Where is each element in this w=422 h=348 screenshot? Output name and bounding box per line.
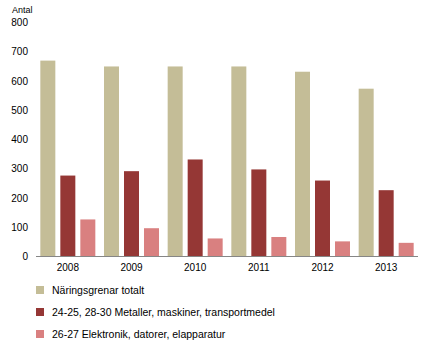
legend-swatch [36, 330, 44, 338]
bar [144, 228, 159, 256]
y-tick-label: 100 [11, 222, 28, 233]
bar [379, 190, 394, 256]
x-tick-label: 2013 [375, 262, 398, 273]
bars [40, 61, 413, 256]
bar [295, 72, 310, 256]
legend-label: Näringsgrenar totalt [52, 284, 144, 296]
y-tick-label: 700 [11, 46, 28, 57]
x-tick-label: 2012 [311, 262, 334, 273]
y-tick-label: 800 [11, 17, 28, 28]
bar [231, 66, 246, 256]
legend-swatch [36, 286, 44, 294]
bar [40, 61, 55, 256]
x-tick-label: 2011 [248, 262, 270, 273]
legend-swatch [36, 308, 44, 316]
bar [399, 243, 414, 256]
x-tick-label: 2010 [184, 262, 207, 273]
bar [251, 169, 266, 256]
bar [124, 171, 139, 256]
y-label: Antal [12, 5, 33, 15]
y-tick-label: 600 [11, 76, 28, 87]
bar [335, 241, 350, 256]
bar [60, 176, 75, 256]
bar [168, 66, 183, 256]
x-axis [36, 256, 418, 257]
bar [80, 219, 95, 256]
bar [188, 159, 203, 256]
bar [208, 238, 223, 256]
y-tick-label: 0 [22, 251, 28, 262]
bar [104, 66, 119, 256]
bar [271, 237, 286, 256]
legend-label: 24-25, 28-30 Metaller, maskiner, transpo… [52, 306, 275, 318]
y-tick-label: 200 [11, 193, 28, 204]
y-tick-label: 500 [11, 105, 28, 116]
legend-label: 26-27 Elektronik, datorer, elapparatur [52, 328, 226, 340]
x-tick-label: 2008 [57, 262, 80, 273]
y-tick-label: 400 [11, 134, 28, 145]
bar [359, 89, 374, 256]
x-tick-label: 2009 [120, 262, 143, 273]
y-tick-label: 300 [11, 163, 28, 174]
bar [315, 181, 330, 256]
